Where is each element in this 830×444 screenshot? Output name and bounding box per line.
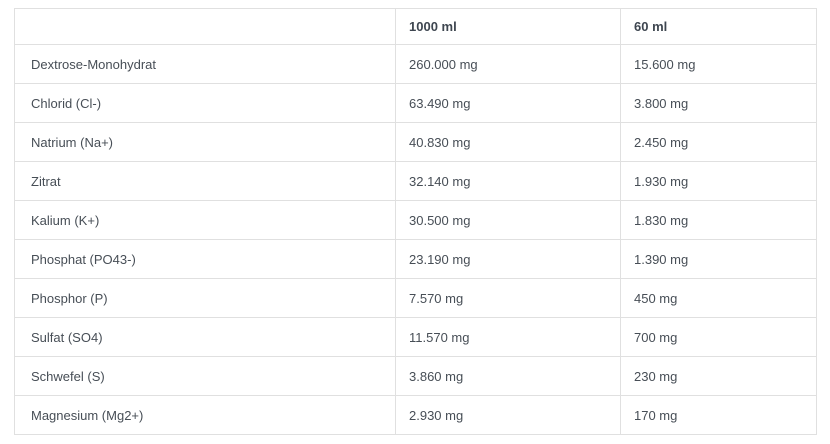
row-label: Chlorid (Cl-)	[14, 83, 396, 123]
row-label: Dextrose-Monohydrat	[14, 44, 396, 84]
row-label: Phosphor (P)	[14, 278, 396, 318]
row-label: Zitrat	[14, 161, 396, 201]
table-header-row: 1000 ml 60 ml	[14, 8, 817, 45]
row-label: Natrium (Na+)	[14, 122, 396, 162]
value-60ml: 2.450 mg	[620, 122, 817, 162]
table-row: Schwefel (S) 3.860 mg 230 mg	[14, 356, 817, 396]
value-60ml: 3.800 mg	[620, 83, 817, 123]
row-label: Sulfat (SO4)	[14, 317, 396, 357]
value-60ml: 15.600 mg	[620, 44, 817, 84]
nutrition-table: 1000 ml 60 ml Dextrose-Monohydrat 260.00…	[14, 8, 817, 435]
row-label: Phosphat (PO43-)	[14, 239, 396, 279]
value-60ml: 1.930 mg	[620, 161, 817, 201]
value-60ml: 1.830 mg	[620, 200, 817, 240]
value-1000ml: 63.490 mg	[395, 83, 621, 123]
row-label: Schwefel (S)	[14, 356, 396, 396]
value-1000ml: 260.000 mg	[395, 44, 621, 84]
value-60ml: 170 mg	[620, 395, 817, 435]
header-60ml: 60 ml	[620, 8, 817, 45]
table-row: Dextrose-Monohydrat 260.000 mg 15.600 mg	[14, 44, 817, 84]
table-row: Magnesium (Mg2+) 2.930 mg 170 mg	[14, 395, 817, 435]
header-1000ml: 1000 ml	[395, 8, 621, 45]
value-1000ml: 23.190 mg	[395, 239, 621, 279]
value-60ml: 1.390 mg	[620, 239, 817, 279]
value-1000ml: 30.500 mg	[395, 200, 621, 240]
value-60ml: 700 mg	[620, 317, 817, 357]
value-60ml: 450 mg	[620, 278, 817, 318]
table-row: Sulfat (SO4) 11.570 mg 700 mg	[14, 317, 817, 357]
row-label: Magnesium (Mg2+)	[14, 395, 396, 435]
value-1000ml: 11.570 mg	[395, 317, 621, 357]
table-row: Phosphat (PO43-) 23.190 mg 1.390 mg	[14, 239, 817, 279]
value-1000ml: 32.140 mg	[395, 161, 621, 201]
row-label: Kalium (K+)	[14, 200, 396, 240]
value-60ml: 230 mg	[620, 356, 817, 396]
value-1000ml: 2.930 mg	[395, 395, 621, 435]
value-1000ml: 7.570 mg	[395, 278, 621, 318]
table-row: Kalium (K+) 30.500 mg 1.830 mg	[14, 200, 817, 240]
table-row: Chlorid (Cl-) 63.490 mg 3.800 mg	[14, 83, 817, 123]
table-row: Phosphor (P) 7.570 mg 450 mg	[14, 278, 817, 318]
value-1000ml: 3.860 mg	[395, 356, 621, 396]
table-row: Zitrat 32.140 mg 1.930 mg	[14, 161, 817, 201]
header-empty-cell	[14, 8, 396, 45]
value-1000ml: 40.830 mg	[395, 122, 621, 162]
table-row: Natrium (Na+) 40.830 mg 2.450 mg	[14, 122, 817, 162]
